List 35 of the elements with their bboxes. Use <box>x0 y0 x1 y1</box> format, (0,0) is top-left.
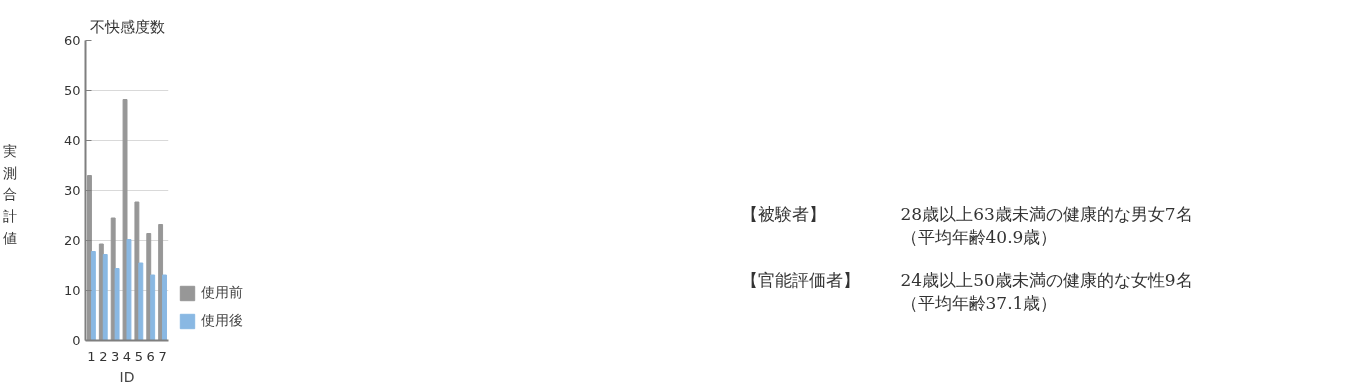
bar <box>134 201 140 341</box>
x-tick-label: 6 <box>146 348 155 364</box>
y-tick-label: 40 <box>63 133 81 148</box>
y-axis-title: 実測合計値 <box>2 143 17 246</box>
text: 24歳以上50歳未満の健康的な女性9名 <box>900 269 1193 290</box>
y-tick-label: 20 <box>63 233 81 248</box>
bar <box>102 254 108 341</box>
y-tick-label: 10 <box>63 283 81 298</box>
text: 【被験者】 <box>740 203 826 224</box>
bar <box>162 274 167 341</box>
x-tick-label: 5 <box>134 348 143 364</box>
y-tick-label: 30 <box>63 183 81 198</box>
text: 【官能評価者】 <box>740 269 860 290</box>
text: 28歳以上63歳未満の健康的な男女7名 <box>900 203 1193 224</box>
chart-title: 不快感度数 <box>89 17 165 36</box>
text: （平均年齢40.9歳） <box>900 226 1058 247</box>
bar <box>150 274 156 341</box>
y-tick-label: 50 <box>63 83 81 98</box>
x-tick-label: 4 <box>122 348 132 364</box>
x-axis-title: ID <box>119 368 135 385</box>
y-tick-label: 0 <box>72 333 81 348</box>
x-tick-label: 7 <box>158 348 167 364</box>
bar <box>122 99 128 341</box>
bar <box>90 251 96 341</box>
x-tick-label: 2 <box>99 348 108 364</box>
bar <box>114 268 120 341</box>
x-tick-label: 3 <box>111 348 120 364</box>
legend-label: 使用前 <box>201 284 243 302</box>
bar <box>138 262 144 341</box>
x-tick-label: 1 <box>87 348 96 364</box>
legend-label: 使用後 <box>201 312 243 330</box>
bar <box>126 239 132 341</box>
text: （平均年齢37.1歳） <box>900 292 1058 313</box>
y-tick-label: 60 <box>63 33 81 48</box>
bar <box>158 224 164 341</box>
